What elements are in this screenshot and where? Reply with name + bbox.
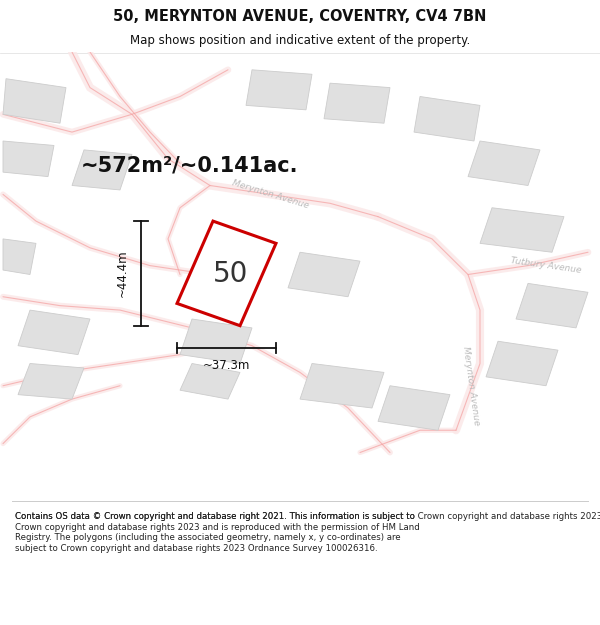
Polygon shape — [486, 341, 558, 386]
Polygon shape — [468, 141, 540, 186]
Text: ~37.3m: ~37.3m — [203, 359, 250, 372]
Text: Contains OS data © Crown copyright and database right 2021. This information is : Contains OS data © Crown copyright and d… — [15, 512, 600, 521]
Polygon shape — [480, 208, 564, 252]
Polygon shape — [378, 386, 450, 430]
Text: Map shows position and indicative extent of the property.: Map shows position and indicative extent… — [130, 34, 470, 47]
Polygon shape — [3, 141, 54, 177]
Text: 50: 50 — [214, 261, 248, 289]
Polygon shape — [288, 253, 360, 297]
Text: Tutbury Avenue: Tutbury Avenue — [510, 256, 582, 275]
Text: Merynton Avenue: Merynton Avenue — [230, 179, 310, 211]
Polygon shape — [18, 364, 84, 399]
Polygon shape — [72, 150, 132, 190]
Text: 50, MERYNTON AVENUE, COVENTRY, CV4 7BN: 50, MERYNTON AVENUE, COVENTRY, CV4 7BN — [113, 9, 487, 24]
Polygon shape — [180, 364, 240, 399]
Polygon shape — [300, 364, 384, 408]
Text: ~44.4m: ~44.4m — [116, 249, 129, 298]
Polygon shape — [324, 83, 390, 123]
Polygon shape — [3, 239, 36, 274]
Polygon shape — [18, 310, 90, 354]
Polygon shape — [177, 221, 276, 326]
Polygon shape — [246, 70, 312, 110]
Polygon shape — [516, 283, 588, 328]
Polygon shape — [3, 79, 66, 123]
Text: Merynton Avenue: Merynton Avenue — [461, 346, 481, 426]
Polygon shape — [180, 319, 252, 364]
Text: Contains OS data © Crown copyright and database right 2021. This information is : Contains OS data © Crown copyright and d… — [15, 512, 420, 552]
Polygon shape — [414, 96, 480, 141]
Text: ~572m²/~0.141ac.: ~572m²/~0.141ac. — [81, 156, 299, 176]
